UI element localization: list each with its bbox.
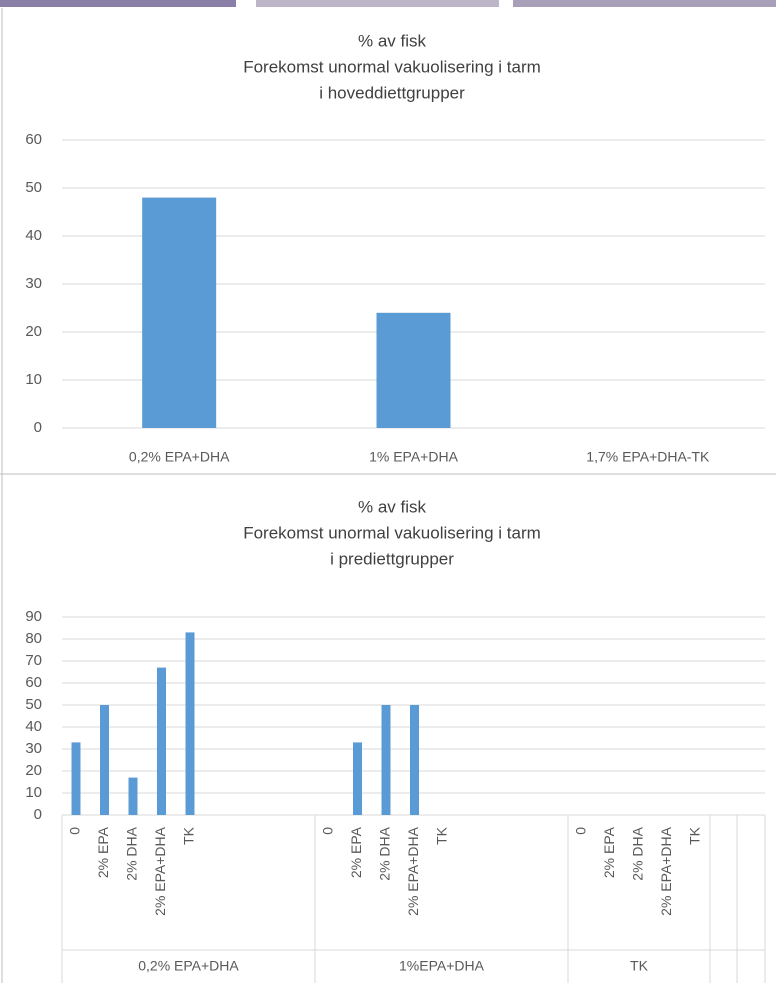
chart-title: % av fisk: [358, 31, 427, 50]
y-tick-label: 20: [25, 323, 42, 340]
bar: [142, 197, 217, 428]
y-tick-label: 50: [25, 179, 42, 196]
x-tick-label: 2% EPA: [601, 826, 617, 878]
bar: [100, 705, 109, 815]
y-tick-label: 0: [34, 806, 42, 823]
chart-title: % av fisk: [358, 497, 427, 516]
bar: [185, 632, 195, 815]
x-tick-label: 0: [573, 827, 589, 835]
x-tick-label: 0: [320, 827, 336, 835]
x-tick-label: 1,7% EPA+DHA-TK: [586, 449, 710, 465]
x-tick-label: 2% EPA+DHA: [405, 826, 421, 915]
chart-title: Forekomst unormal vakuolisering i tarm: [243, 57, 541, 76]
chart-bottom: % av fisk Forekomst unormal vakuolisering…: [25, 497, 766, 983]
photo-strip: [256, 0, 499, 7]
photo-strip: [513, 0, 776, 7]
bar: [128, 777, 138, 815]
x-tick-label: 0: [67, 827, 83, 835]
x-tick-label: 2% EPA+DHA: [152, 826, 168, 915]
x-tick-label: 2% DHA: [124, 826, 140, 880]
x-tick-label: TK: [434, 826, 450, 845]
y-tick-label: 70: [25, 652, 42, 669]
chart-title: i prediettgrupper: [330, 549, 454, 568]
y-tick-label: 0: [34, 419, 42, 436]
bar: [71, 742, 81, 815]
y-tick-label: 30: [25, 275, 42, 292]
y-tick-label: 40: [25, 718, 42, 735]
group-label: 1%EPA+DHA: [399, 958, 485, 974]
chart-title: i hoveddiettgrupper: [319, 83, 465, 102]
x-tick-label: 1% EPA+DHA: [369, 449, 458, 465]
bar: [353, 742, 362, 815]
y-tick-label: 10: [25, 784, 42, 801]
group-label: TK: [630, 958, 649, 974]
x-tick-label: 2% DHA: [377, 826, 393, 880]
y-tick-label: 80: [25, 630, 42, 647]
bar: [381, 705, 391, 815]
bar: [410, 705, 419, 815]
x-tick-label: 2% EPA+DHA: [658, 826, 674, 915]
y-tick-label: 40: [25, 227, 42, 244]
bar: [376, 312, 451, 428]
y-tick-label: 20: [25, 762, 42, 779]
x-tick-label: TK: [687, 826, 703, 845]
y-tick-label: 10: [25, 371, 42, 388]
bar: [157, 667, 166, 815]
y-tick-label: 60: [25, 674, 42, 691]
x-tick-label: 2% DHA: [630, 826, 646, 880]
y-tick-label: 50: [25, 696, 42, 713]
y-tick-label: 30: [25, 740, 42, 757]
y-tick-label: 90: [25, 608, 42, 625]
chart-title: Forekomst unormal vakuolisering i tarm: [243, 523, 541, 542]
x-tick-label: 2% EPA: [95, 826, 111, 878]
x-tick-label: 2% EPA: [348, 826, 364, 878]
group-label: 0,2% EPA+DHA: [138, 958, 239, 974]
y-tick-label: 60: [25, 131, 42, 148]
x-tick-label: 0,2% EPA+DHA: [129, 449, 230, 465]
chart-top: % av fisk Forekomst unormal vakuolisering…: [25, 31, 765, 465]
photo-strip: [0, 0, 236, 7]
x-tick-label: TK: [181, 826, 197, 845]
